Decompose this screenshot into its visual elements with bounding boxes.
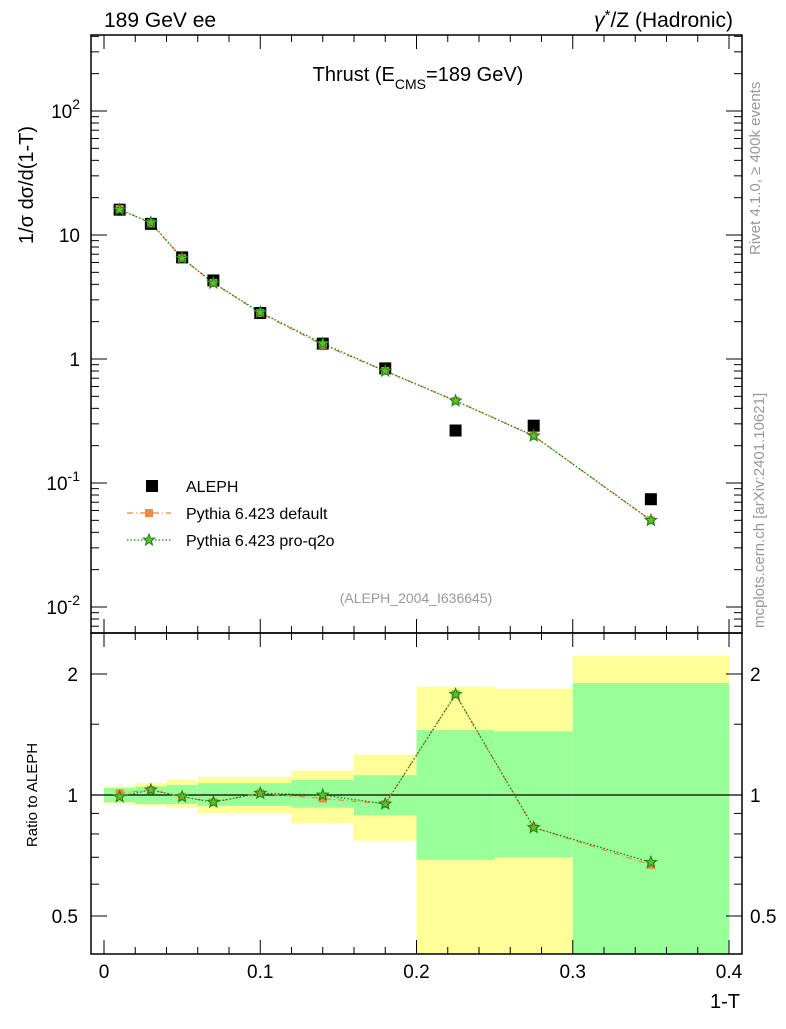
- ratio-y-tick-label-right: 0.5: [750, 907, 776, 928]
- series-line-default: [119, 208, 652, 521]
- stat-uncertainty-band: [494, 731, 573, 858]
- legend-label-default: Pythia 6.423 default: [186, 506, 328, 523]
- y-tick-label: 10: [59, 226, 80, 247]
- data-point-proq2o: [206, 275, 221, 290]
- data-point-proq2o: [253, 304, 268, 319]
- legend-label-aleph: ALEPH: [186, 479, 238, 496]
- ratio-point-proq2o: [206, 794, 221, 809]
- data-point-proq2o: [143, 215, 158, 229]
- data-point-proq2o: [526, 428, 541, 442]
- ratio-point-proq2o: [315, 787, 330, 802]
- x-axis-label: 1-T: [710, 991, 740, 1013]
- data-point-aleph: [527, 419, 540, 432]
- x-tick-label: 0: [99, 962, 110, 983]
- legend-marker-aleph: [146, 480, 158, 492]
- data-point-proq2o: [315, 336, 330, 350]
- data-point-proq2o: [175, 250, 190, 265]
- ratio-y-tick-label-right: 2: [750, 665, 761, 686]
- ratio-point-proq2o: [378, 796, 393, 810]
- plot-title-sub: CMS: [395, 76, 426, 92]
- y-tick-label: 102: [51, 96, 80, 123]
- y-tick-label: 10-1: [46, 468, 80, 495]
- mcplots-label: mcplots.cern.ch [arXiv:2401.10621]: [751, 393, 768, 628]
- ratio-point-default: [318, 794, 327, 803]
- header-right-gamma: γ: [594, 9, 606, 32]
- header-right-star: *: [605, 7, 611, 24]
- rivet-label: Rivet 4.1.0, ≥ 400k events: [747, 82, 764, 255]
- ratio-point-proq2o: [526, 820, 541, 834]
- data-point-proq2o: [643, 512, 658, 527]
- legend: ALEPH Pythia 6.423 default Pythia 6.423 …: [127, 479, 335, 550]
- x-tick-label: 0.2: [403, 962, 429, 983]
- y-tick-label: 10-2: [46, 592, 80, 619]
- legend-marker-proq2o: [141, 532, 157, 547]
- ratio-y-tick-label: 0.5: [52, 907, 78, 928]
- y-axis-label-main: 1/σ dσ/d(1-T): [16, 126, 38, 244]
- data-point-proq2o: [448, 393, 463, 407]
- legend-marker-default: [145, 509, 153, 517]
- y-axis-label-ratio: Ratio to ALEPH: [24, 743, 41, 847]
- ratio-y-tick-label-right: 1: [750, 786, 761, 807]
- ratio-line-proq2o: [119, 693, 652, 863]
- header-right-rest: /Z (Hadronic): [610, 9, 733, 32]
- x-tick-label: 0.3: [560, 962, 586, 983]
- ratio-line-default: [119, 693, 652, 866]
- ratio-point-proq2o: [448, 686, 463, 701]
- data-point-proq2o: [112, 202, 127, 216]
- ratio-point-proq2o: [643, 854, 658, 869]
- stat-uncertainty-band: [572, 682, 729, 954]
- ratio-point-proq2o: [112, 789, 127, 803]
- ratio-point-proq2o: [175, 789, 190, 803]
- x-tick-label: 0.1: [247, 962, 273, 983]
- ratio-series-layer: [112, 686, 658, 869]
- plot-title-end: =189 GeV): [426, 64, 523, 86]
- analysis-tag: (ALEPH_2004_I636645): [340, 590, 493, 606]
- ratio-y-tick-label: 1: [67, 786, 78, 807]
- series-line-proq2o: [119, 209, 652, 521]
- y-tick-label: 1: [69, 350, 80, 371]
- plot-title: Thrust (ECMS=189 GeV): [313, 64, 524, 92]
- data-point-aleph: [644, 493, 657, 506]
- x-tick-label: 0.4: [716, 962, 743, 983]
- main-axis-ticks: 10-2 10-1 1 10 102: [46, 35, 742, 633]
- plot-title-main: Thrust (E: [313, 64, 395, 86]
- ratio-y-tick-label: 2: [67, 665, 78, 686]
- ratio-point-proq2o: [253, 785, 268, 800]
- data-point-aleph: [449, 424, 462, 437]
- ratio-point-proq2o: [143, 782, 158, 796]
- ratio-axis-ticks: 0 0.1 0.2 0.3 0.4 0.5 0.5 1 1 2 2: [52, 633, 776, 983]
- header-right: γ*/Z (Hadronic): [594, 7, 733, 32]
- header-left: 189 GeV ee: [104, 9, 216, 32]
- main-series-layer: [112, 202, 658, 527]
- legend-label-proq2o: Pythia 6.423 pro-q2o: [186, 533, 335, 550]
- data-point-proq2o: [378, 363, 393, 378]
- legend-star-shape: [141, 532, 157, 547]
